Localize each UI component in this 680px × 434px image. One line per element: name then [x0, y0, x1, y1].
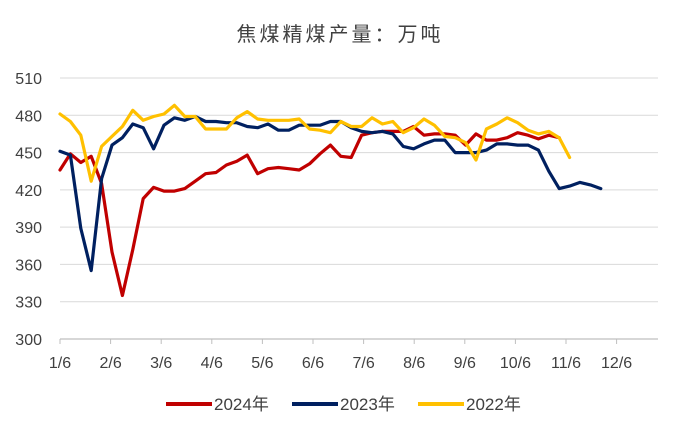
y-tick-label: 420: [15, 183, 42, 200]
legend-label-0: 2024年: [214, 395, 269, 414]
x-tick-label: 11/6: [551, 355, 581, 372]
series-lines: [58, 103, 603, 298]
x-tick-label: 9/6: [454, 355, 476, 372]
x-tick-label: 2/6: [99, 355, 121, 372]
series-line-1: [58, 114, 603, 273]
legend: 2024年 2023年 2022年: [166, 395, 521, 414]
x-tick-label: 7/6: [352, 355, 374, 372]
y-tick-label: 510: [15, 71, 42, 88]
x-tick-label: 3/6: [150, 355, 172, 372]
y-tick-label: 300: [15, 332, 42, 349]
series-line-0: [58, 124, 561, 298]
x-tick-label: 6/6: [302, 355, 324, 372]
y-tick-label: 450: [15, 146, 42, 163]
x-tick-label: 10/6: [500, 355, 531, 372]
axes: 300 330 360 390 420 450 480 510 1/6 2/6 3/6 4/6 5/6 6…: [15, 71, 658, 372]
x-tick-label: 12/6: [601, 355, 632, 372]
chart-title: 焦煤精煤产量：万吨: [236, 22, 444, 46]
x-tick-label: 4/6: [201, 355, 223, 372]
legend-label-2: 2022年: [466, 395, 521, 414]
y-tick-label: 330: [15, 295, 42, 312]
legend-label-1: 2023年: [340, 395, 395, 414]
y-tick-label: 390: [15, 220, 42, 237]
y-tick-label: 480: [15, 108, 42, 125]
series-line-2: [58, 103, 572, 183]
x-tick-label: 5/6: [251, 355, 273, 372]
y-tick-label: 360: [15, 257, 42, 274]
x-tick-label: 1/6: [49, 355, 71, 372]
x-tick-label: 8/6: [403, 355, 425, 372]
